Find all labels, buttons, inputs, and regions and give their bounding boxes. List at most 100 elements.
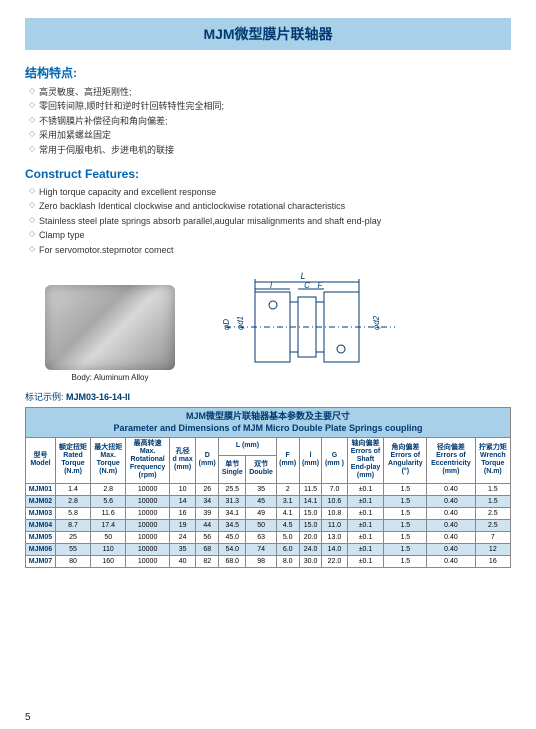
table-cell: 25.5 <box>219 483 246 495</box>
table-cell: 44 <box>196 519 219 531</box>
col-header: 孔径d max(mm) <box>169 438 195 483</box>
svg-text:φd2: φd2 <box>372 315 381 330</box>
table-cell: 20.0 <box>299 531 322 543</box>
col-header: 径向偏差Errors ofEccentricity(mm) <box>427 438 475 483</box>
table-cell: 10000 <box>126 543 170 555</box>
body-caption: Body: Aluminum Alloy <box>45 373 175 382</box>
table-cell: 35 <box>246 483 276 495</box>
table-cell: 15.0 <box>299 507 322 519</box>
col-subheader: 单节Single <box>219 455 246 483</box>
table-cell: 0.40 <box>427 483 475 495</box>
feature-en-item: Stainless steel plate springs absorb par… <box>29 214 511 228</box>
dimension-diagram: L l C F φD φd1 φd2 <box>195 267 425 382</box>
table-cell: 1.4 <box>55 483 90 495</box>
table-cell: 82 <box>196 555 219 567</box>
feature-en-item: Zero backlash Identical clockwise and an… <box>29 199 511 213</box>
table-cell: ±0.1 <box>347 507 384 519</box>
table-row: MJM048.717.410000194434.5504.515.011.0±0… <box>26 519 511 531</box>
features-cn-heading: 结构特点: <box>25 64 511 81</box>
table-cell: 1.5 <box>384 531 427 543</box>
table-cell: 10000 <box>126 483 170 495</box>
table-cell: 1.5 <box>475 495 510 507</box>
table-cell: 22.0 <box>322 555 347 567</box>
table-cell: 24.0 <box>299 543 322 555</box>
table-cell: ±0.1 <box>347 531 384 543</box>
table-cell: MJM05 <box>26 531 56 543</box>
table-cell: 10.6 <box>322 495 347 507</box>
table-cell: MJM01 <box>26 483 56 495</box>
feature-en-item: High torque capacity and excellent respo… <box>29 185 511 199</box>
table-cell: 11.6 <box>91 507 126 519</box>
table-cell: 0.40 <box>427 543 475 555</box>
col-header: 拧紧力矩WrenchTorque(N.m) <box>475 438 510 483</box>
table-cell: 31.3 <box>219 495 246 507</box>
table-cell: 2.5 <box>475 519 510 531</box>
table-cell: 10.8 <box>322 507 347 519</box>
table-cell: 10000 <box>126 495 170 507</box>
table-cell: 1.5 <box>475 483 510 495</box>
table-cell: 5.0 <box>276 531 299 543</box>
table-cell: 17.4 <box>91 519 126 531</box>
table-cell: 45.0 <box>219 531 246 543</box>
table-cell: 11.0 <box>322 519 347 531</box>
col-header: L (mm) <box>219 438 277 455</box>
table-cell: MJM07 <box>26 555 56 567</box>
table-cell: 54.0 <box>219 543 246 555</box>
table-row: MJM05255010000245645.0635.020.013.0±0.11… <box>26 531 511 543</box>
table-cell: 25 <box>55 531 90 543</box>
spec-table: MJM微型膜片联轴器基本参数及主要尺寸 Parameter and Dimens… <box>25 407 511 568</box>
table-cell: 40 <box>169 555 195 567</box>
table-row: MJM035.811.610000163934.1494.115.010.8±0… <box>26 507 511 519</box>
table-cell: 5.8 <box>55 507 90 519</box>
table-cell: 16 <box>475 555 510 567</box>
table-cell: MJM02 <box>26 495 56 507</box>
table-cell: 14.1 <box>299 495 322 507</box>
table-cell: 15.0 <box>299 519 322 531</box>
table-cell: 34.1 <box>219 507 246 519</box>
table-cell: 2.8 <box>91 483 126 495</box>
table-cell: 45 <box>246 495 276 507</box>
table-cell: 2.8 <box>55 495 90 507</box>
table-cell: 10000 <box>126 507 170 519</box>
table-cell: 68.0 <box>219 555 246 567</box>
table-cell: 0.40 <box>427 507 475 519</box>
body-photo <box>45 285 175 370</box>
table-cell: MJM06 <box>26 543 56 555</box>
feature-cn-item: 不锈钢膜片补偿径向和角向偏差; <box>29 114 511 128</box>
table-cell: 56 <box>196 531 219 543</box>
table-cell: 34 <box>196 495 219 507</box>
feature-en-item: Clamp type <box>29 228 511 242</box>
table-cell: 110 <box>91 543 126 555</box>
feature-cn-item: 常用于伺服电机、步进电机的联接 <box>29 143 511 157</box>
table-cell: ±0.1 <box>347 519 384 531</box>
table-cell: 50 <box>91 531 126 543</box>
table-cell: 49 <box>246 507 276 519</box>
features-en-heading: Construct Features: <box>25 167 511 181</box>
table-cell: 12 <box>475 543 510 555</box>
table-cell: 0.40 <box>427 555 475 567</box>
table-cell: 30.0 <box>299 555 322 567</box>
features-cn-list: 高灵敏度、高扭矩刚性;零回转间隙,顺时针和逆时针回转特性完全相同;不锈钢膜片补偿… <box>29 85 511 157</box>
table-cell: 8.7 <box>55 519 90 531</box>
page-title: MJM微型膜片联轴器 <box>39 24 497 44</box>
table-cell: MJM04 <box>26 519 56 531</box>
table-cell: 11.5 <box>299 483 322 495</box>
col-header: 轴向偏差Errors ofShaftEnd-play(mm) <box>347 438 384 483</box>
table-cell: 1.5 <box>384 483 427 495</box>
table-cell: 1.5 <box>384 495 427 507</box>
table-cell: MJM03 <box>26 507 56 519</box>
table-cell: 10000 <box>126 519 170 531</box>
svg-text:C: C <box>304 281 310 290</box>
table-cell: 24 <box>169 531 195 543</box>
col-header: 角向偏差Errors ofAngularity(°) <box>384 438 427 483</box>
col-header: 最大扭矩Max.Torque(N.m) <box>91 438 126 483</box>
table-cell: 1.5 <box>384 543 427 555</box>
table-row: MJM065511010000356854.0746.024.014.0±0.1… <box>26 543 511 555</box>
table-cell: 10000 <box>126 531 170 543</box>
col-header: F(mm) <box>276 438 299 483</box>
col-header: G(mm ) <box>322 438 347 483</box>
table-cell: 2 <box>276 483 299 495</box>
col-header: l(mm) <box>299 438 322 483</box>
feature-cn-item: 零回转间隙,顺时针和逆时针回转特性完全相同; <box>29 99 511 113</box>
col-subheader: 双节Double <box>246 455 276 483</box>
